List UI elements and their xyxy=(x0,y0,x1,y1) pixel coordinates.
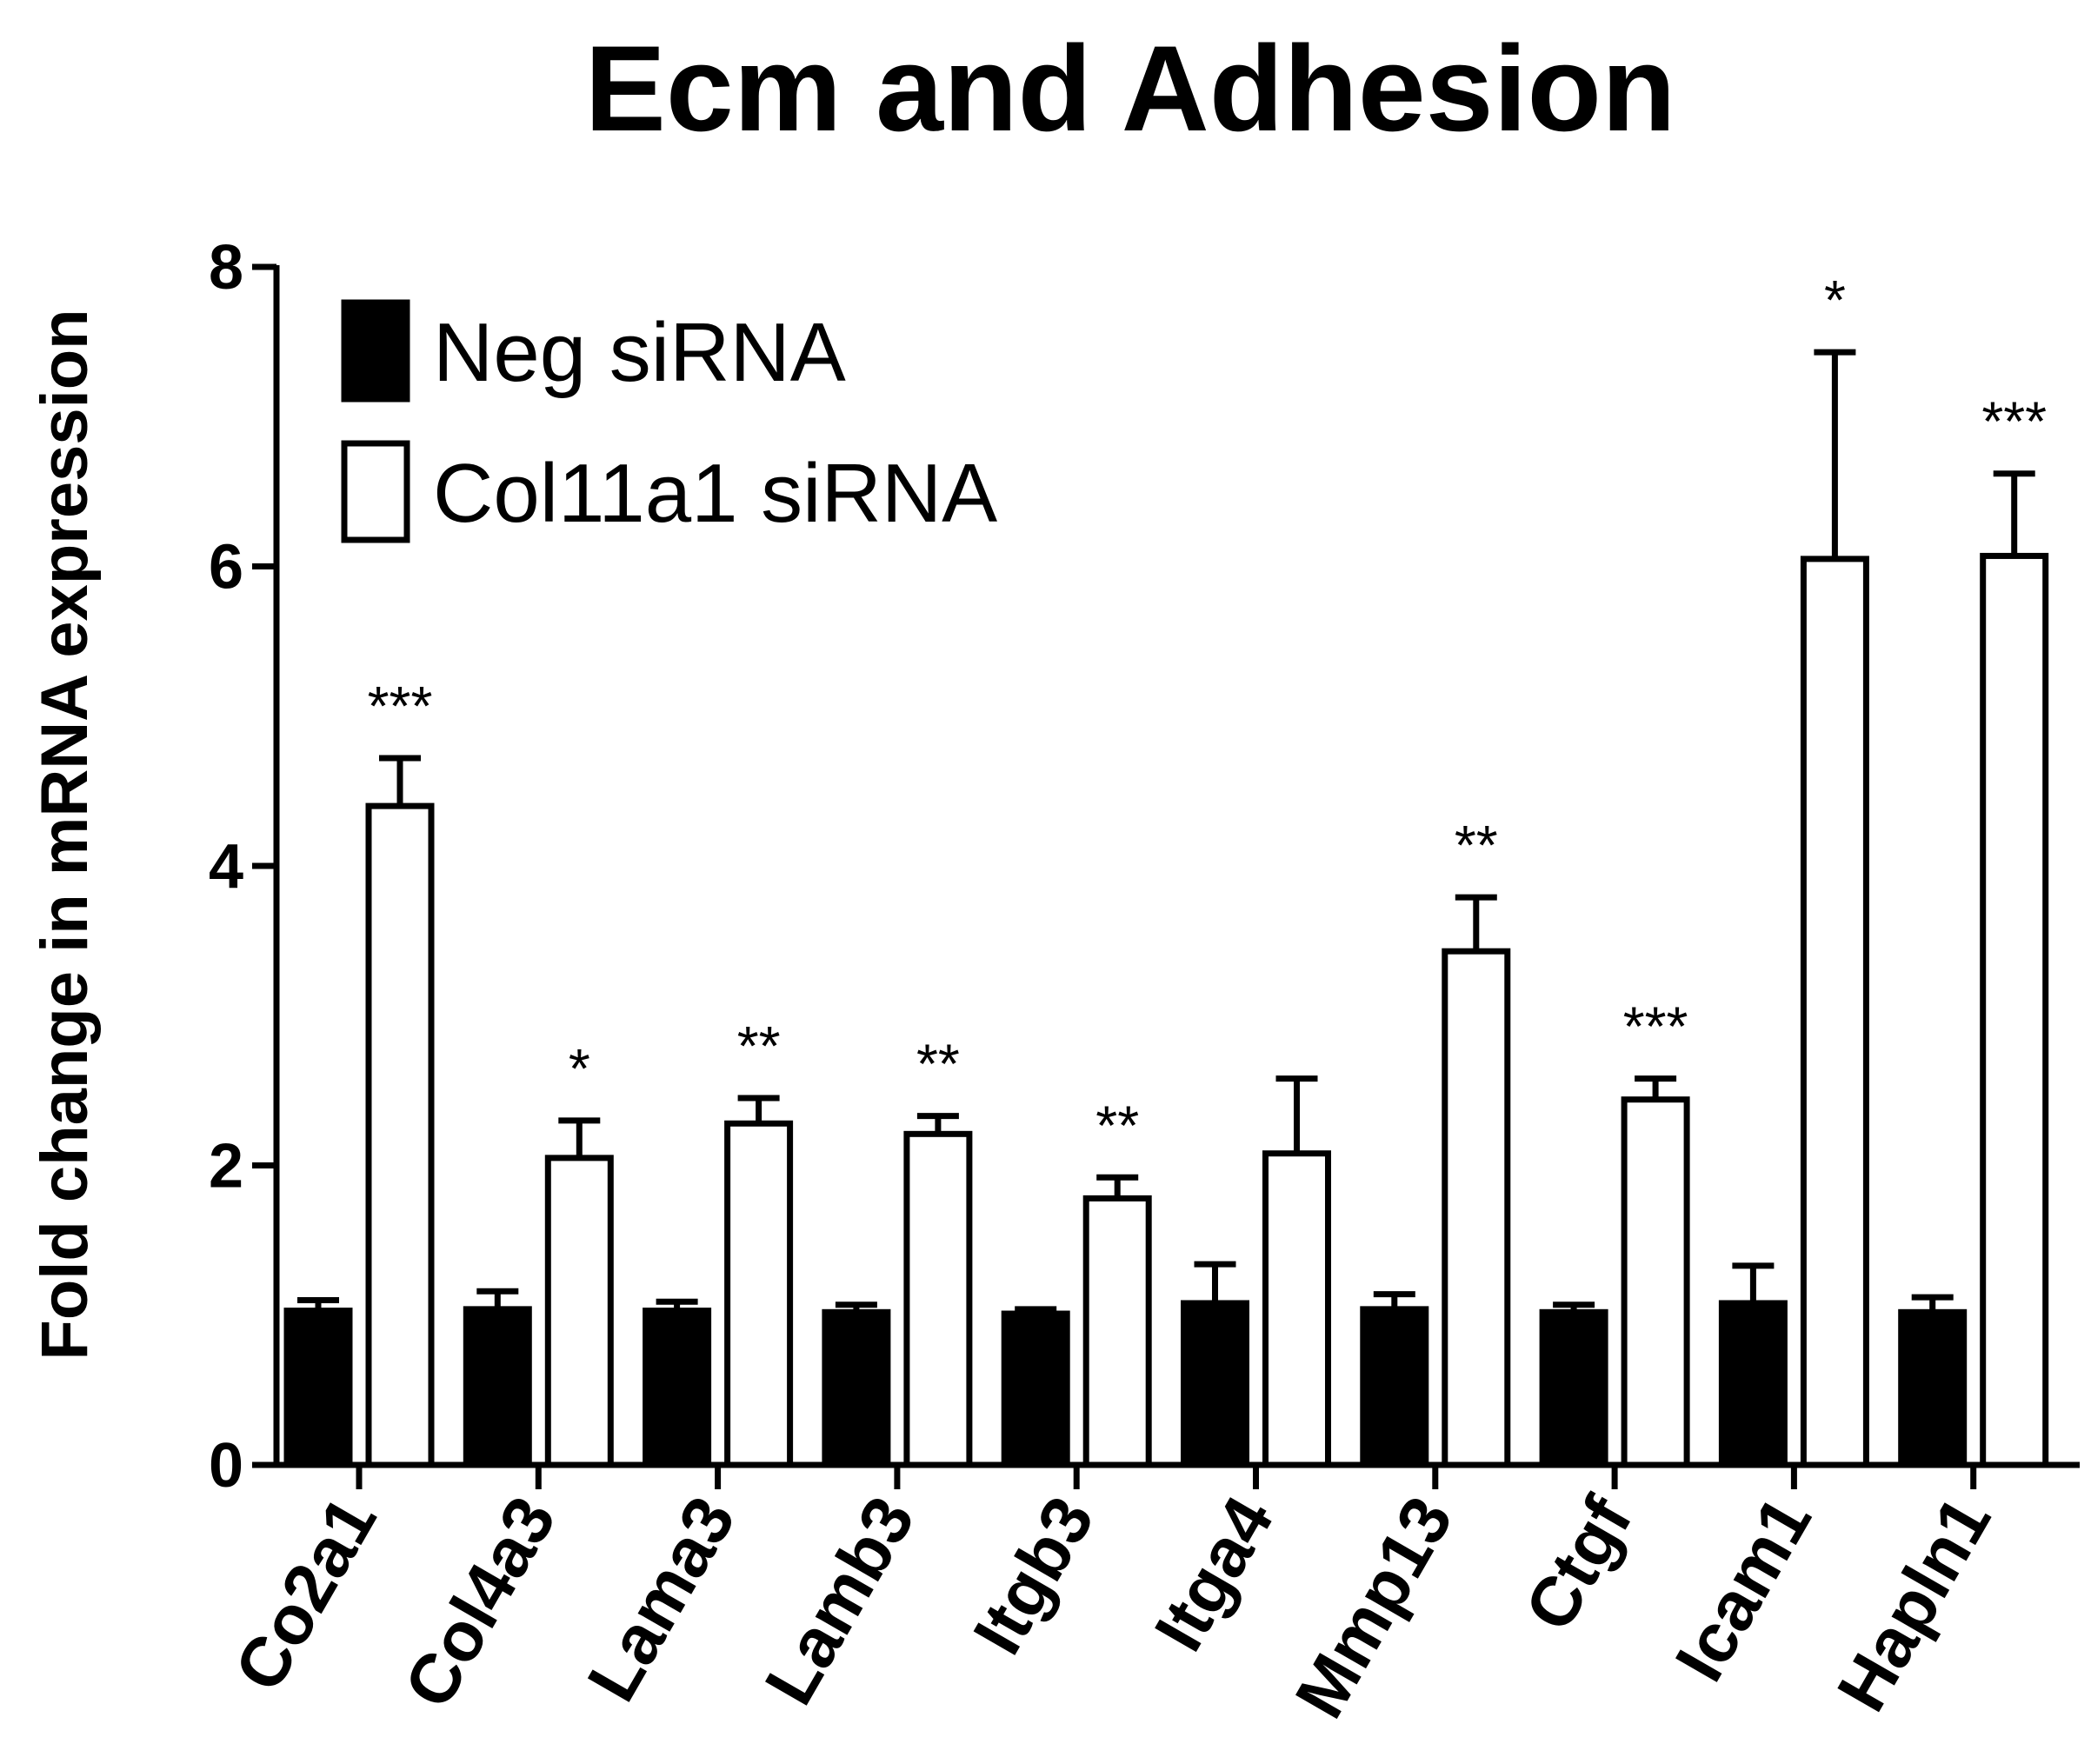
bar-neg-sirna xyxy=(1001,1310,1070,1468)
bar-col11a1-sirna xyxy=(724,1120,794,1468)
bar-col11a1-sirna xyxy=(1980,552,2049,1468)
x-tick-label: Co2a1 xyxy=(220,1484,391,1703)
bar-neg-sirna xyxy=(643,1308,712,1468)
significance-label: ** xyxy=(1455,814,1498,876)
significance-label: ** xyxy=(1095,1094,1139,1156)
y-tick-label: 0 xyxy=(209,1431,243,1501)
bar-col11a1-sirna xyxy=(1262,1150,1331,1468)
bar-neg-sirna xyxy=(1539,1308,1608,1468)
legend: Neg siRNA Col11a1 siRNA xyxy=(341,299,997,543)
legend-label: Col11a1 siRNA xyxy=(433,447,997,540)
bar-neg-sirna xyxy=(283,1308,353,1468)
bar-neg-sirna xyxy=(1898,1308,1968,1468)
y-tick-label: 2 xyxy=(209,1132,243,1202)
significance-label: *** xyxy=(1623,995,1688,1058)
x-tick-label: Lamb3 xyxy=(750,1484,929,1717)
bar-neg-sirna xyxy=(463,1306,532,1468)
y-tick-label: 8 xyxy=(209,233,243,303)
bar-neg-sirna xyxy=(1181,1300,1249,1468)
significance-label: ** xyxy=(916,1033,960,1095)
x-tick-label: Col4a3 xyxy=(390,1484,570,1721)
legend-label: Neg siRNA xyxy=(433,306,846,399)
y-axis-label: Fold change in mRNA expression xyxy=(28,309,102,1360)
bar-col11a1-sirna xyxy=(1082,1195,1152,1468)
significance-label: *** xyxy=(368,675,433,737)
significance-label: *** xyxy=(1981,390,2047,453)
x-tick-label: Itgb3 xyxy=(958,1484,1109,1667)
bar-neg-sirna xyxy=(1718,1300,1788,1468)
bar-col11a1-sirna xyxy=(365,802,435,1468)
x-tick-label: Ctgf xyxy=(1510,1484,1647,1643)
y-tick-label: 4 xyxy=(209,832,243,902)
x-tick-label: Itga4 xyxy=(1140,1484,1289,1664)
significance-label: * xyxy=(569,1037,590,1100)
x-tick-label: Icam1 xyxy=(1661,1484,1826,1694)
significance-label: ** xyxy=(737,1015,781,1077)
x-tick-label: Hapln1 xyxy=(1822,1484,2005,1723)
bar-col11a1-sirna xyxy=(1621,1096,1690,1468)
y-tick-label: 6 xyxy=(209,533,243,602)
bar-col11a1-sirna xyxy=(1800,556,1869,1468)
legend-swatch-neg-sirna xyxy=(341,299,410,403)
bar-neg-sirna xyxy=(1360,1306,1429,1468)
bar-col11a1-sirna xyxy=(1442,948,1511,1468)
x-tick-label: Mmp13 xyxy=(1281,1484,1468,1730)
bar-neg-sirna xyxy=(822,1308,891,1468)
bar-col11a1-sirna xyxy=(903,1130,973,1468)
legend-swatch-col11a1-sirna xyxy=(341,440,410,543)
x-tick-label: Lama3 xyxy=(573,1484,750,1714)
significance-label: * xyxy=(1824,269,1846,331)
bar-col11a1-sirna xyxy=(544,1155,614,1468)
chart-title: Ecm and Adhesion xyxy=(584,20,1675,156)
